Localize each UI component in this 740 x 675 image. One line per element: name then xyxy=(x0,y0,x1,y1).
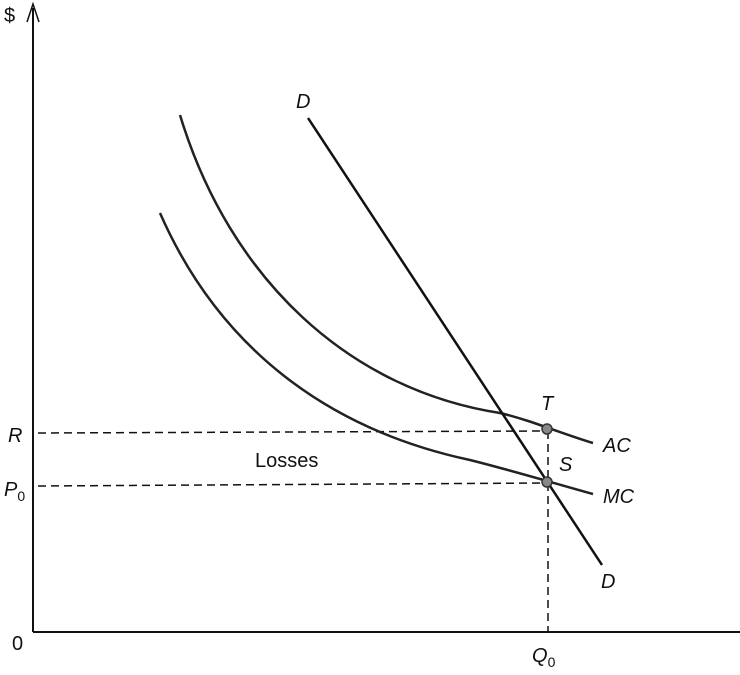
marginal-cost-curve xyxy=(158,212,594,496)
r-dashed-line xyxy=(37,430,548,434)
point-t-label: T xyxy=(541,393,555,415)
demand-curve xyxy=(306,117,604,566)
p0-dashed-line xyxy=(37,482,548,487)
origin-label: 0 xyxy=(12,633,23,655)
r-label: R xyxy=(8,425,22,447)
q0-label: Q0 xyxy=(532,645,556,670)
y-axis-arrow xyxy=(26,1,40,23)
demand-label-top: D xyxy=(296,91,310,113)
point-s-label: S xyxy=(559,454,573,476)
y-axis-label: $ xyxy=(4,5,15,27)
p0-label: P0 xyxy=(4,479,25,504)
average-cost-curve xyxy=(178,114,594,445)
losses-label: Losses xyxy=(255,450,318,472)
ac-label: AC xyxy=(602,435,631,457)
point-s xyxy=(541,476,553,488)
demand-label-bottom: D xyxy=(601,571,615,593)
point-t xyxy=(541,423,553,435)
mc-label: MC xyxy=(603,486,635,508)
